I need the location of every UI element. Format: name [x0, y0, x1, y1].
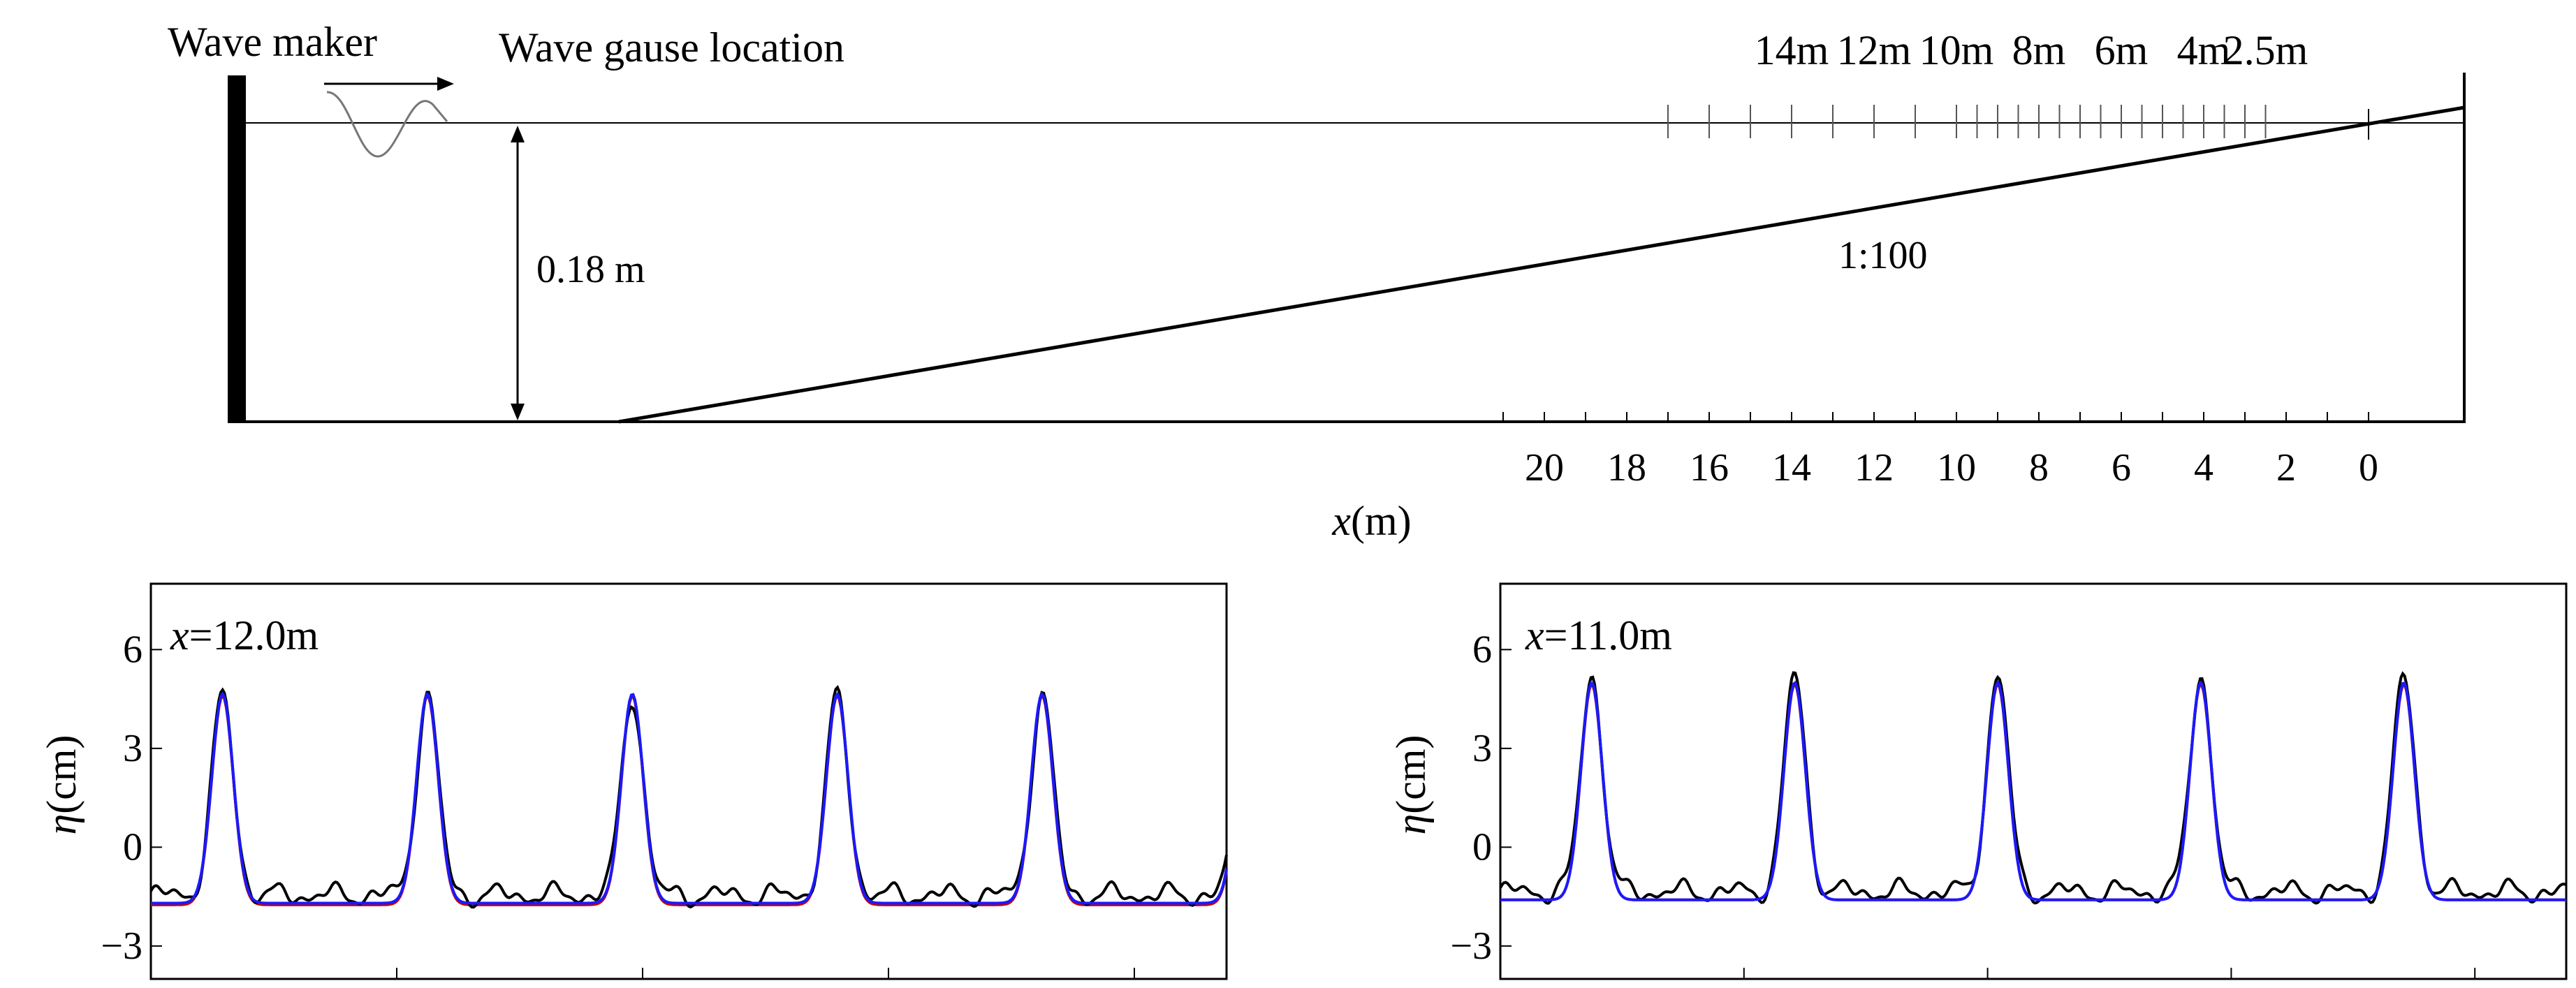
depth-arrow-bottom-icon [511, 404, 525, 420]
gauge-title: Wave gause location [499, 24, 844, 71]
plot-frame [149, 582, 1228, 980]
gauge-label: 4m [2177, 27, 2231, 73]
wave-sketch-icon [326, 91, 448, 158]
y-ticks: −3 0 3 6 [1450, 628, 1512, 968]
x-tick-label: 14 [1772, 446, 1811, 489]
x-ticks [396, 968, 1135, 979]
y-axis-unit: (cm) [38, 735, 85, 813]
x-tick-labels: 20 18 16 14 12 10 8 6 4 2 0 [1525, 446, 2378, 489]
y-tick-label: 3 [1472, 727, 1492, 770]
x-tick-label: 10 [1937, 446, 1976, 489]
beach-slope [618, 105, 2465, 424]
x-tick-label: 20 [1525, 446, 1564, 489]
gauge-label: 12m [1837, 27, 1912, 73]
x-axis-var: x [1331, 498, 1351, 544]
x-tick-label: 8 [2029, 446, 2049, 489]
panel-label-value: =12.0m [189, 612, 319, 658]
y-tick-label: −3 [1450, 924, 1492, 968]
gauge-label: 14m [1755, 27, 1829, 73]
panel-label: x=11.0m [1525, 612, 1672, 658]
series-group [1499, 671, 2567, 905]
x-tick-label: 12 [1854, 446, 1894, 489]
y-tick-label: 0 [1472, 825, 1492, 869]
y-axis-label: η(cm) [38, 735, 85, 834]
series-line-measured [149, 685, 1228, 909]
y-tick-label: 6 [1472, 628, 1492, 671]
x-ticks [1743, 968, 2476, 979]
x-tick-label: 0 [2359, 446, 2378, 489]
panel-label-var: x [170, 612, 189, 658]
gauge-label: 6m [2095, 27, 2149, 73]
gauge-label: 2.5m [2223, 27, 2308, 73]
gauge-label: 10m [1919, 27, 1994, 73]
gauge-label: 8m [2012, 27, 2066, 73]
panel-label: x=12.0m [170, 612, 319, 658]
x-tick-label: 6 [2112, 446, 2131, 489]
wave-maker-label: Wave maker [168, 19, 377, 65]
x-axis-unit: (m) [1351, 498, 1412, 544]
flume-schematic: Wave maker Wave gause location 14m 12m 10m… [168, 19, 2466, 544]
plot-frame [1499, 582, 2568, 980]
x-tick-label: 16 [1690, 446, 1729, 489]
series-line-measured [1499, 671, 2567, 905]
panel-label-var: x [1525, 612, 1544, 658]
wave-gauges [1667, 105, 2267, 138]
panel-x12: −3 0 3 6 x=12.0m η(cm) [38, 582, 1228, 980]
y-tick-label: 3 [123, 727, 142, 770]
y-axis-var: η [1388, 814, 1434, 835]
y-tick-label: 0 [123, 825, 142, 869]
series-line-model-1 [1500, 681, 2567, 901]
y-tick-label: −3 [101, 924, 142, 968]
x-tick-label: 4 [2194, 446, 2213, 489]
series-line-model-2 [151, 691, 1228, 905]
depth-label: 0.18 m [536, 248, 645, 291]
y-axis-var: η [38, 814, 85, 835]
y-tick-label: 6 [123, 628, 142, 671]
series-line-model-2 [1500, 679, 2567, 901]
arrow-head-icon [437, 77, 454, 91]
y-axis-unit: (cm) [1388, 735, 1434, 813]
panel-x11: −3 0 3 6 x=11.0m η(cm) [1388, 582, 2568, 980]
slope-label: 1:100 [1838, 234, 1928, 277]
x-axis-ticks [1502, 412, 2369, 422]
gauge-labels: 14m 12m 10m 8m 6m 4m2.5m [1755, 27, 2308, 73]
x-axis-label: x(m) [1331, 498, 1411, 544]
panel-label-value: =11.0m [1544, 612, 1672, 658]
x-tick-label: 2 [2276, 446, 2296, 489]
y-axis-label: η(cm) [1388, 735, 1434, 834]
y-ticks: −3 0 3 6 [101, 628, 162, 968]
wave-maker-wall [228, 75, 246, 422]
depth-arrow-top-icon [511, 126, 525, 142]
series-group [149, 685, 1228, 909]
x-tick-label: 18 [1607, 446, 1646, 489]
